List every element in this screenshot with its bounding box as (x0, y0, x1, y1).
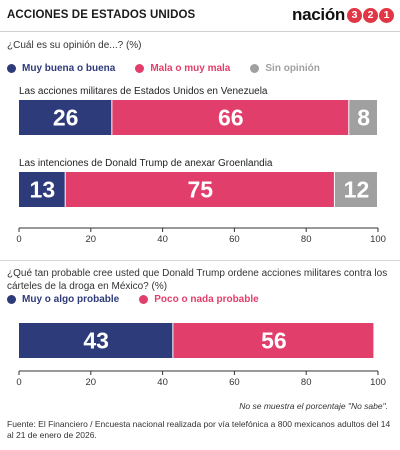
legend-item-neutral: Sin opinión (250, 63, 320, 74)
legend-item-probable: Muy o algo probable (7, 294, 119, 305)
chart-title: ACCIONES DE ESTADOS UNIDOS (7, 9, 196, 21)
probability-chart: 43 56 0 20 40 60 80 100 (16, 323, 386, 388)
legend-item-negative: Mala o muy mala (135, 63, 230, 74)
opinion-data-label-1-positive: 13 (30, 177, 56, 203)
probability-x-tick-label-5: 100 (370, 377, 386, 388)
probability-question: ¿Qué tan probable cree usted que Donald … (7, 268, 388, 292)
opinion-chart: 26 66 8 13 75 12 0 20 40 60 80 100 (16, 100, 386, 245)
probability-x-tick-label-2: 40 (157, 377, 168, 388)
brand-logo: nación 3 2 1 (292, 5, 394, 25)
opinion-x-tick-label-1: 20 (86, 234, 97, 245)
bar-label-venezuela: Las acciones militares de Estados Unidos… (19, 86, 268, 97)
probability-bar-0-negative (173, 323, 374, 358)
opinion-data-label-1-neutral: 12 (344, 177, 370, 203)
probability-panel: ¿Qué tan probable cree usted que Donald … (0, 260, 400, 416)
legend-label-neutral: Sin opinión (265, 63, 320, 74)
opinion-x-tick-label-3: 60 (229, 234, 240, 245)
brand-digit-1: 3 (347, 7, 362, 23)
opinion-bar-0-neutral (349, 100, 377, 135)
brand-digit-2: 2 (363, 7, 378, 23)
legend-dot-improbable (139, 295, 149, 304)
probability-x-tick-label-0: 0 (16, 377, 21, 388)
legend-dot-neutral (250, 64, 260, 73)
probability-x-tick-label-3: 60 (229, 377, 240, 388)
bar-label-groenlandia: Las intenciones de Donald Trump de anexa… (19, 158, 273, 169)
opinion-data-label-1-negative: 75 (187, 177, 213, 203)
probability-x-tick-label-1: 20 (86, 377, 97, 388)
legend-dot-positive (7, 64, 16, 73)
legend-label-probable: Muy o algo probable (22, 294, 120, 305)
opinion-question: ¿Cuál es su opinión de...? (%) (7, 40, 142, 51)
probability-data-label-0-positive: 43 (83, 328, 109, 354)
opinion-data-label-0-positive: 26 (53, 105, 79, 131)
legend-item-improbable: Poco o nada probable (139, 294, 259, 305)
probability-bar-0-positive (19, 323, 173, 358)
opinion-bar-1-positive (19, 172, 65, 207)
legend-label-improbable: Poco o nada probable (154, 294, 259, 305)
opinion-legend: Muy buena o buena Mala o muy mala Sin op… (7, 63, 340, 74)
legend-label-negative: Mala o muy mala (150, 63, 231, 74)
legend-dot-probable (7, 295, 16, 304)
opinion-bar-1-neutral (334, 172, 377, 207)
opinion-x-tick-label-2: 40 (157, 234, 168, 245)
legend-dot-negative (135, 64, 145, 73)
opinion-panel: ¿Cuál es su opinión de...? (%) Muy buena… (0, 32, 400, 260)
header-divider (0, 31, 400, 32)
probability-legend: Muy o algo probable Poco o nada probable (7, 294, 279, 305)
opinion-x-tick-label-4: 80 (301, 234, 312, 245)
brand-name: nación (292, 5, 345, 24)
opinion-data-label-0-negative: 66 (218, 105, 244, 131)
footnote: No se muestra el porcentaje "No sabe". (239, 401, 388, 411)
probability-x-tick-label-4: 80 (301, 377, 312, 388)
opinion-x-tick-label-5: 100 (370, 234, 386, 245)
legend-label-positive: Muy buena o buena (22, 63, 116, 74)
opinion-bar-1-negative (65, 172, 334, 207)
opinion-x-tick-label-0: 0 (16, 234, 21, 245)
opinion-data-label-0-neutral: 8 (357, 105, 370, 131)
probability-data-label-0-negative: 56 (261, 328, 287, 354)
brand-digit-3: 1 (379, 7, 394, 23)
source-note: Fuente: El Financiero / Encuesta naciona… (7, 419, 391, 440)
legend-item-positive: Muy buena o buena (7, 63, 115, 74)
opinion-bar-0-positive (19, 100, 112, 135)
opinion-bar-0-negative (112, 100, 349, 135)
header: ACCIONES DE ESTADOS UNIDOS nación 3 2 1 (0, 0, 400, 32)
